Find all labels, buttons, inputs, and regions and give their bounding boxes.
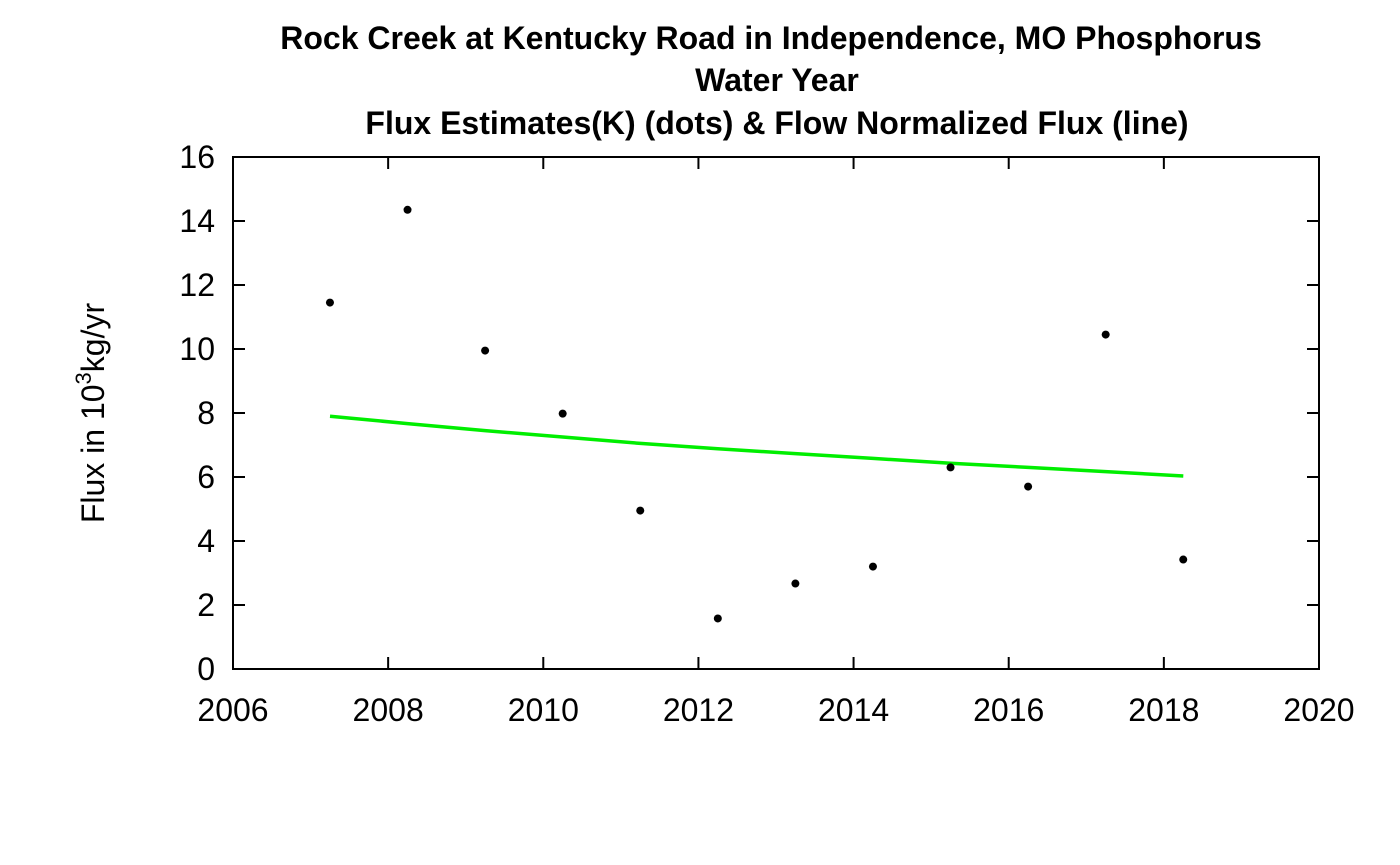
flux-estimate-point [558,409,567,418]
flux-estimate-point [946,463,955,472]
chart-title-line-2: Water Year [695,62,859,98]
flux-estimate-point [868,562,877,571]
y-axis-label-prefix: Flux in 10 [75,384,111,523]
x-tick-label: 2010 [508,692,579,728]
x-tick-label: 2008 [353,692,424,728]
x-tick-label: 2020 [1283,692,1354,728]
y-tick-label: 0 [197,651,215,687]
flux-estimate-point [636,506,645,515]
flow-normalized-flux-line [329,414,1184,478]
x-tick-label: 2006 [197,692,268,728]
y-tick-label: 12 [179,267,215,303]
plot-series [325,205,1188,623]
x-tick-label: 2012 [663,692,734,728]
x-tick-label: 2014 [818,692,889,728]
y-tick-label: 14 [179,203,215,239]
flux-estimate-point [1101,330,1110,339]
chart-title-line-3: Flux Estimates(K) (dots) & Flow Normaliz… [365,105,1188,141]
flux-estimate-point [403,205,412,214]
flux-estimate-point [1179,555,1188,564]
flux-estimate-point [713,614,722,623]
x-tick-label: 2016 [973,692,1044,728]
flux-estimate-point [791,579,800,588]
axis-ticks: 2006 2008 2010 2012 2014 2016 2018 2020 0 2 4 6 8 10 1… [179,139,1354,728]
flux-estimate-point [481,346,490,355]
y-tick-label: 16 [179,139,215,175]
flux-estimate-point [1024,482,1033,491]
plot-frame [232,156,1320,670]
y-tick-label: 8 [197,395,215,431]
y-axis-label-superscript: 3 [71,372,96,384]
y-tick-label: 10 [179,331,215,367]
y-tick-label: 4 [197,523,215,559]
y-axis-label-suffix: kg/yr [75,302,111,372]
y-tick-label: 6 [197,459,215,495]
chart-title-line-1: Rock Creek at Kentucky Road in Independe… [280,20,1262,56]
flux-estimate-point [325,298,334,307]
x-tick-label: 2018 [1128,692,1199,728]
y-axis-label: Flux in 103kg/yr [71,302,111,523]
y-tick-label: 2 [197,587,215,623]
